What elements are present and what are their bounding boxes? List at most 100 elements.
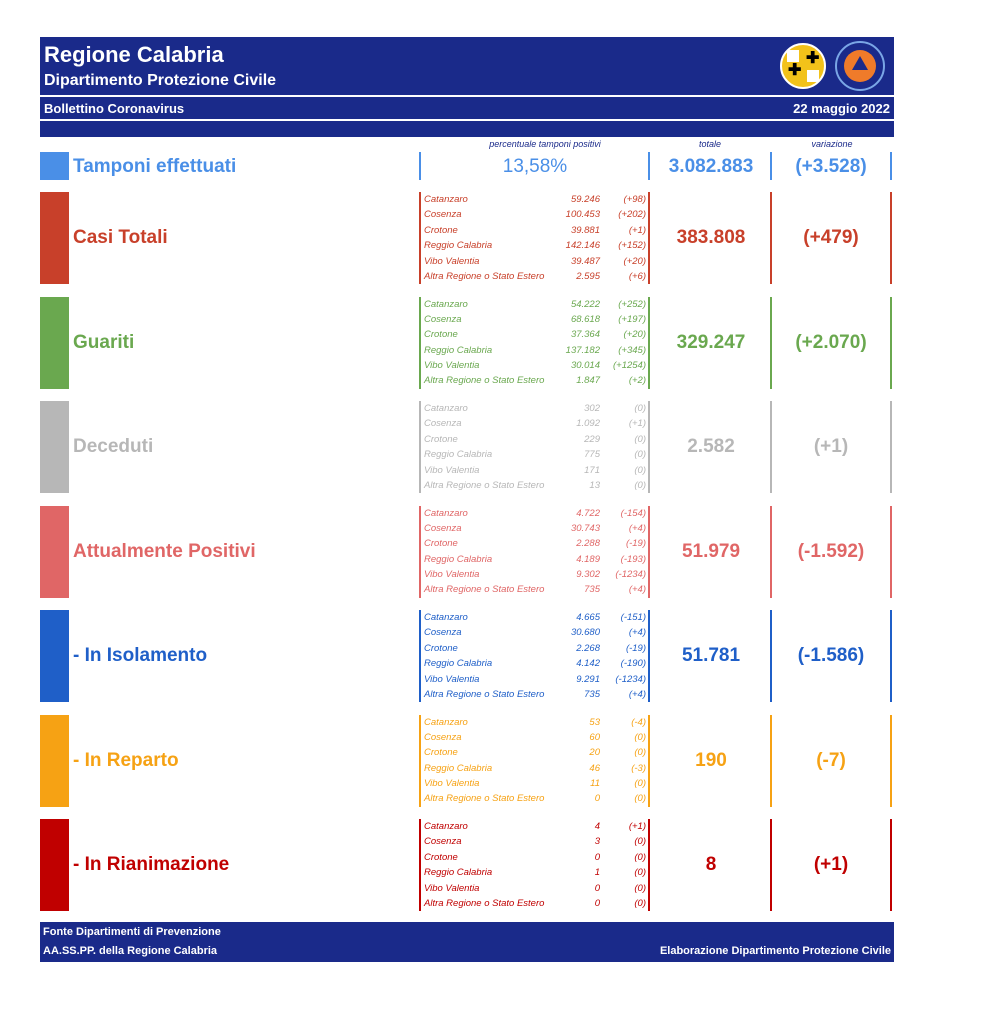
tamponi-percent: 13,58% <box>502 156 568 177</box>
province-name: Reggio Calabria <box>424 449 493 461</box>
province-value: 2.288 <box>576 538 600 550</box>
guariti-label: Guariti <box>73 331 135 353</box>
province-value: 0 <box>594 897 600 909</box>
table-row: Crotone 0 (0) <box>424 850 650 865</box>
province-value: 137.182 <box>565 344 600 356</box>
table-row: Vibo Valentia 39.487 (+20) <box>424 254 650 269</box>
footer-elaboration: Elaborazione Dipartimento Protezione Civ… <box>659 945 891 957</box>
table-row: Crotone 39.881 (+1) <box>424 223 650 238</box>
province-value: 3 <box>594 836 600 848</box>
divider <box>770 401 772 493</box>
province-value: 20 <box>589 747 600 759</box>
tamponi-label: Tamponi effettuati <box>73 156 237 177</box>
province-value: 229 <box>584 433 600 445</box>
divider <box>890 819 892 911</box>
province-name: Reggio Calabria <box>424 867 493 879</box>
province-delta: (-151) <box>620 612 646 623</box>
divider <box>648 505 650 598</box>
province-name: Altra Regione o Stato Estero <box>424 793 545 805</box>
province-delta: (0) <box>634 464 646 476</box>
province-name: Reggio Calabria <box>424 240 493 252</box>
deceduti-swatch <box>40 401 69 493</box>
province-name: Reggio Calabria <box>424 762 493 774</box>
attualmente-positivi-variation: (-1.592) <box>797 540 865 562</box>
in-reparto-label: - In Reparto <box>73 749 179 771</box>
table-row: Cosenza 68.618 (+197) <box>424 312 650 327</box>
table-row: Catanzaro 53 (-4) <box>424 715 650 730</box>
in-isolamento-swatch <box>40 610 69 702</box>
deceduti-label: Deceduti <box>73 436 154 457</box>
tamponi-total: 3.082.883 <box>668 156 754 177</box>
table-row: Crotone 229 (0) <box>424 432 650 447</box>
province-delta: (0) <box>634 897 646 909</box>
attualmente-positivi-swatch <box>40 505 69 598</box>
province-value: 2.268 <box>576 642 600 654</box>
province-delta: (0) <box>634 882 646 894</box>
province-value: 30.680 <box>570 627 600 639</box>
divider <box>890 152 892 180</box>
province-delta: (0) <box>634 731 646 743</box>
province-value: 39.881 <box>570 224 600 236</box>
province-value: 100.453 <box>565 209 600 221</box>
province-name: Altra Regione o Stato Estero <box>424 479 545 491</box>
divider <box>890 505 892 598</box>
province-name: Cosenza <box>424 209 462 221</box>
divider <box>648 296 650 389</box>
guariti-section: Guariti Catanzaro 54.222 (+252) Cosenza 68.61… <box>40 296 894 389</box>
divider <box>648 819 650 911</box>
in-reparto-breakdown-table: Catanzaro 53 (-4) Cosenza 60 (0) Crotone 20 (0) R… <box>424 715 650 807</box>
province-value: 54.222 <box>570 298 600 310</box>
province-name: Altra Regione o Stato Estero <box>424 897 545 909</box>
province-delta: (0) <box>634 449 646 461</box>
table-row: Altra Regione o Stato Estero 1.847 (+2) <box>424 373 650 388</box>
province-delta: (+4) <box>628 522 646 534</box>
tamponi-variation: (+3.528) <box>795 156 867 177</box>
province-delta: (-190) <box>620 658 646 670</box>
footer-source-line1: Fonte Dipartimenti di Prevenzione <box>43 926 221 938</box>
province-name: Vibo Valentia <box>424 464 480 476</box>
in-isolamento-variation: (-1.586) <box>797 645 865 666</box>
province-value: 735 <box>584 584 600 596</box>
province-delta: (-1234) <box>615 673 646 685</box>
province-delta: (0) <box>634 778 646 790</box>
province-name: Vibo Valentia <box>424 360 480 372</box>
province-value: 4 <box>594 821 600 832</box>
province-value: 1 <box>594 867 600 879</box>
table-row: Reggio Calabria 142.146 (+152) <box>424 238 650 253</box>
province-value: 59.246 <box>570 194 600 205</box>
casi-totali-label: Casi Totali <box>73 227 168 248</box>
province-name: Cosenza <box>424 418 462 430</box>
deceduti-total: 2.582 <box>687 436 735 457</box>
province-name: Vibo Valentia <box>424 778 480 790</box>
table-row: Altra Regione o Stato Estero 0 (0) <box>424 896 650 911</box>
divider <box>419 610 421 702</box>
province-delta: (+20) <box>623 329 646 341</box>
table-row: Vibo Valentia 9.291 (-1234) <box>424 672 650 687</box>
divider <box>770 505 772 598</box>
header-divider <box>40 95 894 97</box>
divider <box>648 401 650 493</box>
attualmente-positivi-label: Attualmente Positivi <box>73 540 256 562</box>
guariti-variation: (+2.070) <box>795 331 867 353</box>
table-row: Crotone 2.268 (-19) <box>424 641 650 656</box>
table-row: Vibo Valentia 0 (0) <box>424 881 650 896</box>
province-value: 2.595 <box>576 270 600 282</box>
guariti-swatch <box>40 296 69 389</box>
province-value: 4.665 <box>576 612 600 623</box>
province-value: 37.364 <box>570 329 600 341</box>
region-crest-icon: ✚ ✚ <box>780 43 826 89</box>
divider <box>648 714 650 807</box>
casi-totali-breakdown-table: Catanzaro 59.246 (+98) Cosenza 100.453 (+202)… <box>424 192 650 284</box>
in-reparto-swatch <box>40 714 69 807</box>
province-name: Cosenza <box>424 627 462 639</box>
province-name: Cosenza <box>424 313 462 325</box>
bulletin: Regione Calabria Dipartimento Protezione… <box>40 37 894 962</box>
table-row: Reggio Calabria 4.189 (-193) <box>424 552 650 567</box>
bulletin-date: 22 maggio 2022 <box>793 101 890 116</box>
table-row: Cosenza 30.680 (+4) <box>424 625 650 640</box>
col-header-percent: percentuale tamponi positivi <box>489 139 601 149</box>
table-row: Reggio Calabria 775 (0) <box>424 447 650 462</box>
col-header-total: totale <box>698 139 722 149</box>
table-row: Altra Regione o Stato Estero 13 (0) <box>424 478 650 493</box>
province-delta: (-19) <box>625 642 646 654</box>
